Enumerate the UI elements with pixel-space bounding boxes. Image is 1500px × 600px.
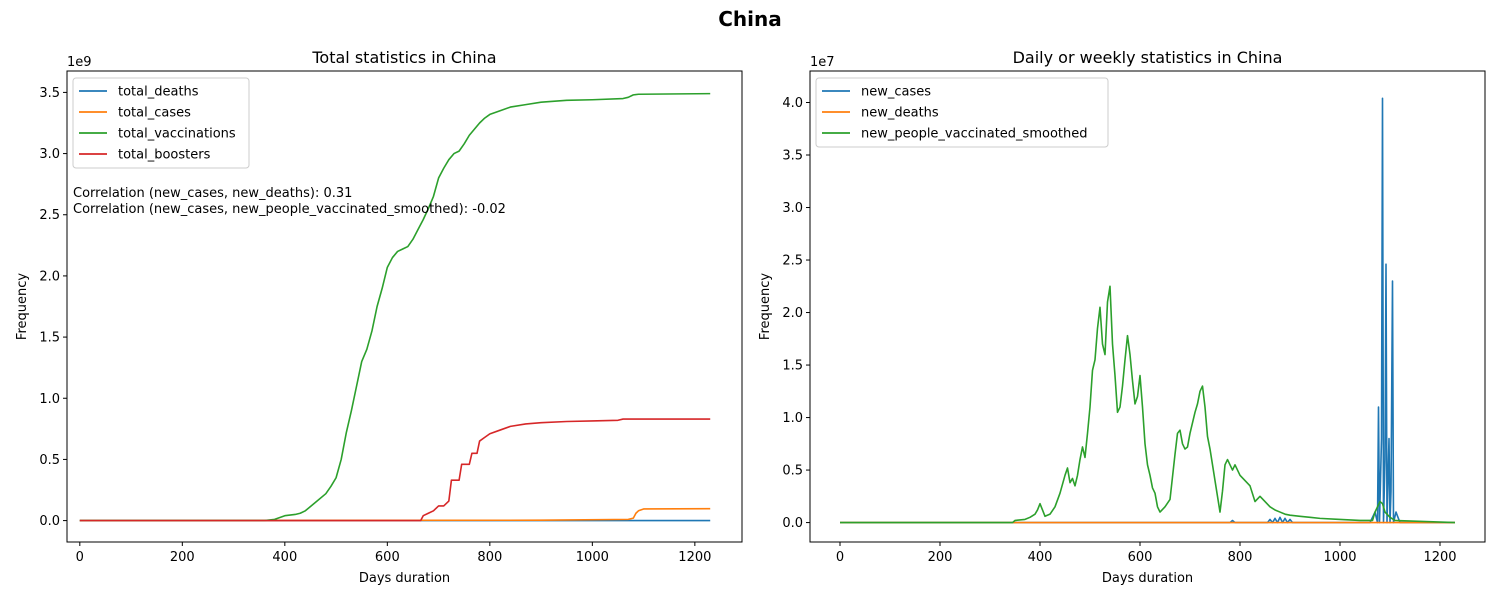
left-legend-label: total_cases	[118, 106, 191, 121]
left-chart-title: Total statistics in China	[311, 48, 496, 67]
left-y-tick-label: 0.0	[39, 514, 60, 529]
right-y-tick-label: 1.0	[782, 411, 803, 426]
left-y-multiplier: 1e9	[67, 55, 92, 70]
left-legend-label: total_vaccinations	[118, 127, 236, 142]
right-x-tick-label: 1200	[1423, 550, 1456, 565]
right-y-tick-label: 2.5	[782, 254, 803, 269]
right-y-axis-label: Frequency	[758, 273, 773, 340]
right-legend-label: new_cases	[861, 85, 931, 100]
left-x-tick-label: 400	[272, 550, 297, 565]
right-y-tick-label: 1.5	[782, 359, 803, 374]
figure-title: China	[718, 7, 782, 31]
right-legend-label: new_people_vaccinated_smoothed	[861, 127, 1087, 142]
right-series-new-cases	[840, 97, 1455, 524]
left-legend-label: total_boosters	[118, 148, 211, 163]
left-annotation-1: Correlation (new_cases, new_deaths): 0.3…	[73, 186, 352, 201]
right-legend-box	[815, 77, 1109, 148]
left-y-tick-label: 0.5	[39, 453, 60, 468]
left-legend-label: total_deaths	[118, 85, 199, 100]
left-x-tick-label: 200	[170, 550, 195, 565]
right-y-tick-label: 0.0	[782, 516, 803, 531]
left-series-total-boosters	[79, 418, 711, 522]
right-y-tick-label: 4.0	[782, 96, 803, 111]
right-plot-frame	[809, 70, 1486, 543]
left-series-total-vaccinations	[79, 92, 711, 522]
left-y-tick-label: 3.5	[39, 86, 60, 101]
left-x-axis-label: Days duration	[359, 571, 450, 586]
left-chart: 0 200 400 600 800 1000 1200 0.0 0.5 1.0 1.5 2.0 2.5 3…	[15, 48, 743, 586]
left-y-tick-label: 1.0	[39, 392, 60, 407]
right-chart: 0 200 400 600 800 1000 1200 0.0 0.5 1.0 1.5 2.0 2.5 3…	[758, 48, 1486, 586]
left-y-tick-label: 3.0	[39, 147, 60, 162]
left-series-total-cases	[79, 507, 711, 522]
left-x-tick-label: 1000	[576, 550, 609, 565]
left-x-tick-label: 800	[477, 550, 502, 565]
right-y-tick-label: 2.0	[782, 306, 803, 321]
right-legend-label: new_deaths	[861, 106, 939, 121]
right-x-tick-label: 200	[928, 550, 953, 565]
right-legend: new_cases new_deaths new_people_vaccinated…	[815, 77, 1109, 148]
left-legend: total_deaths total_cases total_vaccination…	[72, 77, 250, 169]
left-y-tick-label: 1.5	[39, 331, 60, 346]
left-y-axis-label: Frequency	[15, 273, 30, 340]
left-plot-frame	[66, 70, 743, 543]
right-x-tick-label: 0	[836, 550, 844, 565]
left-annotation-2: Correlation (new_cases, new_people_vacci…	[73, 202, 506, 217]
right-y-tick-label: 3.0	[782, 201, 803, 216]
right-series-new-people-vaccinated-smoothed	[840, 285, 1456, 524]
right-x-tick-label: 600	[1128, 550, 1153, 565]
right-y-tick-label: 0.5	[782, 464, 803, 479]
left-legend-box	[72, 77, 250, 169]
left-y-tick-label: 2.5	[39, 208, 60, 223]
right-x-axis-label: Days duration	[1102, 571, 1193, 586]
right-x-tick-label: 800	[1228, 550, 1253, 565]
left-x-tick-label: 1200	[678, 550, 711, 565]
left-x-tick-label: 0	[76, 550, 84, 565]
right-y-tick-label: 3.5	[782, 149, 803, 164]
right-x-tick-label: 1000	[1323, 550, 1356, 565]
right-chart-title: Daily or weekly statistics in China	[1013, 48, 1283, 67]
right-y-multiplier: 1e7	[810, 55, 835, 70]
left-y-tick-label: 2.0	[39, 269, 60, 284]
right-x-tick-label: 400	[1028, 550, 1053, 565]
left-x-tick-label: 600	[375, 550, 400, 565]
